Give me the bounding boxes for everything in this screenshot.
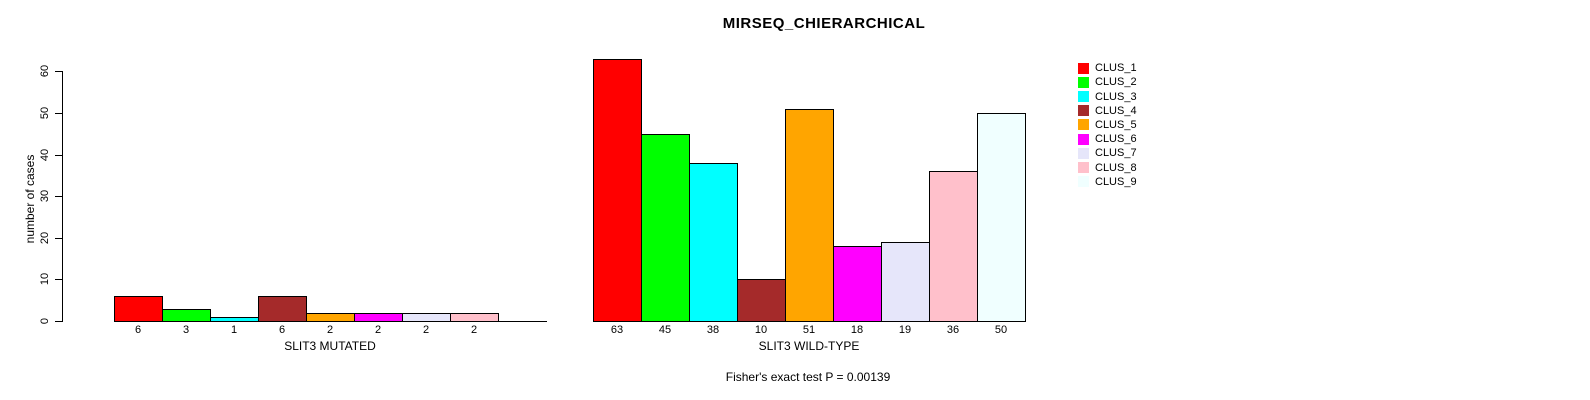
legend-label: CLUS_9 bbox=[1095, 175, 1137, 188]
bar-value-label: 63 bbox=[610, 324, 624, 336]
bar-value-label: 38 bbox=[706, 324, 720, 336]
y-tick bbox=[55, 196, 62, 198]
bar-value-label: 18 bbox=[850, 324, 864, 336]
bar-value-label: 3 bbox=[182, 324, 190, 336]
y-tick bbox=[55, 71, 62, 73]
legend: CLUS_1 CLUS_2 CLUS_3 CLUS_4 CLUS_5 CLUS_6 CLUS… bbox=[1078, 61, 1137, 189]
bar-value-label: 2 bbox=[326, 324, 334, 336]
bar-g1-clus_9 bbox=[498, 321, 547, 322]
bar-g2-clus_5 bbox=[785, 108, 834, 322]
legend-swatch-icon bbox=[1078, 62, 1089, 74]
legend-item: CLUS_2 bbox=[1078, 75, 1137, 89]
legend-label: CLUS_1 bbox=[1095, 62, 1137, 75]
bar-g2-clus_8 bbox=[929, 171, 978, 322]
chart-title: MIRSEQ_CHIERARCHICAL bbox=[722, 15, 926, 32]
bar-g2-clus_6 bbox=[833, 246, 882, 322]
legend-item: CLUS_9 bbox=[1078, 175, 1137, 189]
bar-value-label: 6 bbox=[134, 324, 142, 336]
legend-swatch-icon bbox=[1078, 91, 1089, 103]
bar-value-label: 36 bbox=[946, 324, 960, 336]
bar-value-label: 2 bbox=[422, 324, 430, 336]
bar-value-label: 51 bbox=[802, 324, 816, 336]
legend-label: CLUS_8 bbox=[1095, 161, 1137, 174]
y-tick-label: 30 bbox=[39, 190, 51, 203]
bar-g2-clus_7 bbox=[881, 241, 930, 322]
legend-swatch-icon bbox=[1078, 105, 1089, 117]
legend-label: CLUS_7 bbox=[1095, 147, 1137, 160]
legend-swatch-icon bbox=[1078, 76, 1089, 88]
y-tick bbox=[55, 154, 62, 156]
bar-value-label: 2 bbox=[470, 324, 478, 336]
legend-label: CLUS_2 bbox=[1095, 76, 1137, 89]
group-label-wildtype: SLIT3 WILD-TYPE bbox=[758, 339, 860, 353]
bar-value-label: 1 bbox=[230, 324, 238, 336]
bar-g2-clus_2 bbox=[641, 133, 690, 322]
group-label-mutated: SLIT3 MUTATED bbox=[284, 339, 376, 353]
bar-value-label: 6 bbox=[278, 324, 286, 336]
y-tick bbox=[55, 321, 62, 322]
bar-g1-clus_1 bbox=[114, 296, 163, 322]
bar-value-label: 10 bbox=[754, 324, 768, 336]
legend-swatch-icon bbox=[1078, 133, 1089, 145]
legend-swatch-icon bbox=[1078, 147, 1089, 159]
bar-value-label: 50 bbox=[994, 324, 1008, 336]
y-tick bbox=[55, 113, 62, 114]
legend-item: CLUS_5 bbox=[1078, 118, 1137, 132]
legend-item: CLUS_8 bbox=[1078, 161, 1137, 175]
legend-swatch-icon bbox=[1078, 119, 1089, 131]
legend-swatch-icon bbox=[1078, 176, 1089, 188]
legend-label: CLUS_4 bbox=[1095, 104, 1137, 117]
legend-item: CLUS_6 bbox=[1078, 132, 1137, 146]
legend-label: CLUS_6 bbox=[1095, 133, 1137, 146]
y-tick-label: 40 bbox=[39, 148, 51, 161]
bar-g2-clus_4 bbox=[737, 279, 786, 322]
legend-swatch-icon bbox=[1078, 162, 1089, 174]
legend-item: CLUS_4 bbox=[1078, 104, 1137, 118]
bar-g1-clus_2 bbox=[162, 308, 211, 322]
bar-value-label: 45 bbox=[658, 324, 672, 336]
legend-item: CLUS_1 bbox=[1078, 61, 1137, 75]
bar-g1-clus_4 bbox=[258, 296, 307, 322]
y-tick-label: 60 bbox=[39, 65, 51, 78]
bar-g2-clus_3 bbox=[689, 162, 738, 322]
annotation-text: Fisher's exact test P = 0.00139 bbox=[725, 370, 891, 384]
bar-value-label: 19 bbox=[898, 324, 912, 336]
legend-item: CLUS_7 bbox=[1078, 146, 1137, 160]
bar-g2-clus_1 bbox=[593, 58, 642, 322]
y-tick bbox=[55, 279, 62, 281]
bar-value-label: 2 bbox=[374, 324, 382, 336]
bar-g1-clus_6 bbox=[354, 312, 403, 322]
legend-label: CLUS_3 bbox=[1095, 90, 1137, 103]
y-axis-line bbox=[62, 71, 63, 322]
y-tick-label: 20 bbox=[39, 231, 51, 244]
legend-item: CLUS_3 bbox=[1078, 89, 1137, 103]
y-tick-label: 50 bbox=[39, 106, 51, 120]
bar-g1-clus_7 bbox=[402, 312, 451, 322]
y-axis-label: number of cases bbox=[23, 154, 37, 244]
y-tick bbox=[55, 237, 62, 239]
bar-g1-clus_8 bbox=[450, 312, 499, 322]
bar-g2-clus_9 bbox=[977, 113, 1026, 322]
legend-label: CLUS_5 bbox=[1095, 118, 1137, 131]
bar-g1-clus_3 bbox=[210, 316, 259, 322]
y-tick-label: 0 bbox=[39, 317, 51, 325]
bar-g1-clus_5 bbox=[306, 312, 355, 322]
y-tick-label: 10 bbox=[39, 273, 51, 286]
